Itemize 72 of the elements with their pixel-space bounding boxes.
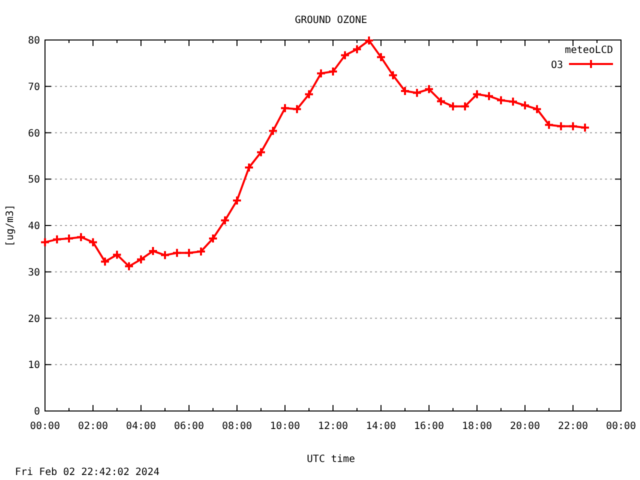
x-tick-label: 08:00 [222, 421, 252, 432]
point [400, 86, 410, 96]
point [424, 84, 434, 94]
x-tick-label: 12:00 [318, 421, 348, 432]
legend-label: O3 [550, 60, 563, 71]
point [184, 248, 194, 258]
point [520, 100, 530, 110]
point [340, 50, 350, 60]
legend-title: meteoLCD [564, 45, 613, 56]
y-tick-label: 20 [28, 314, 40, 325]
point [508, 96, 518, 107]
x-tick-label: 16:00 [414, 421, 444, 432]
y-tick-label: 0 [34, 406, 40, 418]
point [268, 126, 278, 136]
x-tick-label: 14:00 [366, 421, 396, 432]
point [208, 233, 218, 244]
point [352, 44, 362, 54]
x-tick-label: 00:00 [606, 421, 636, 432]
y-tick-label: 70 [28, 82, 40, 93]
point [244, 162, 254, 173]
point [556, 121, 566, 132]
point [328, 66, 338, 77]
x-tick-label: 02:00 [78, 421, 108, 432]
point [100, 256, 110, 267]
x-tick-label: 22:00 [558, 421, 588, 432]
point [232, 195, 242, 206]
point [76, 232, 86, 242]
point [496, 95, 506, 106]
x-tick-label: 06:00 [174, 421, 204, 432]
x-tick-label: 04:00 [126, 421, 156, 432]
point [160, 250, 170, 260]
point [136, 254, 146, 264]
point [388, 70, 398, 80]
y-axis-title: [ug/m3] [5, 204, 16, 247]
point [196, 246, 206, 256]
point [568, 121, 578, 132]
point [436, 96, 446, 106]
x-axis-title: UTC time [306, 454, 356, 465]
point [292, 104, 302, 114]
x-tick-label: 00:00 [30, 421, 60, 432]
point [112, 250, 122, 260]
point [256, 147, 266, 158]
y-tick-label: 80 [28, 36, 40, 46]
point [88, 237, 98, 248]
point [532, 104, 542, 114]
point [364, 35, 374, 46]
point [172, 248, 182, 258]
point [376, 52, 386, 62]
point [484, 91, 494, 102]
point [316, 68, 326, 78]
point [64, 233, 74, 244]
point [412, 88, 422, 98]
point [220, 215, 230, 226]
point [124, 261, 134, 272]
point [460, 101, 470, 112]
text: Fri Feb 02 22:42:02 2024 [15, 467, 160, 478]
x-tick-label: 18:00 [462, 421, 492, 432]
y-tick-label: 30 [28, 267, 40, 278]
chart-title: GROUND OZONE [294, 15, 368, 26]
point [544, 120, 554, 130]
point [448, 101, 458, 112]
point [472, 89, 482, 100]
point [52, 234, 62, 244]
point [280, 103, 290, 114]
y-tick-label: 50 [28, 174, 40, 186]
x-tick-label: 20:00 [510, 421, 540, 432]
y-tick-label: 60 [28, 128, 40, 140]
point [148, 246, 158, 256]
y-tick-label: 10 [28, 360, 40, 372]
y-tick-label: 40 [28, 221, 40, 232]
point [304, 89, 314, 100]
x-tick-label: 10:00 [270, 421, 300, 432]
